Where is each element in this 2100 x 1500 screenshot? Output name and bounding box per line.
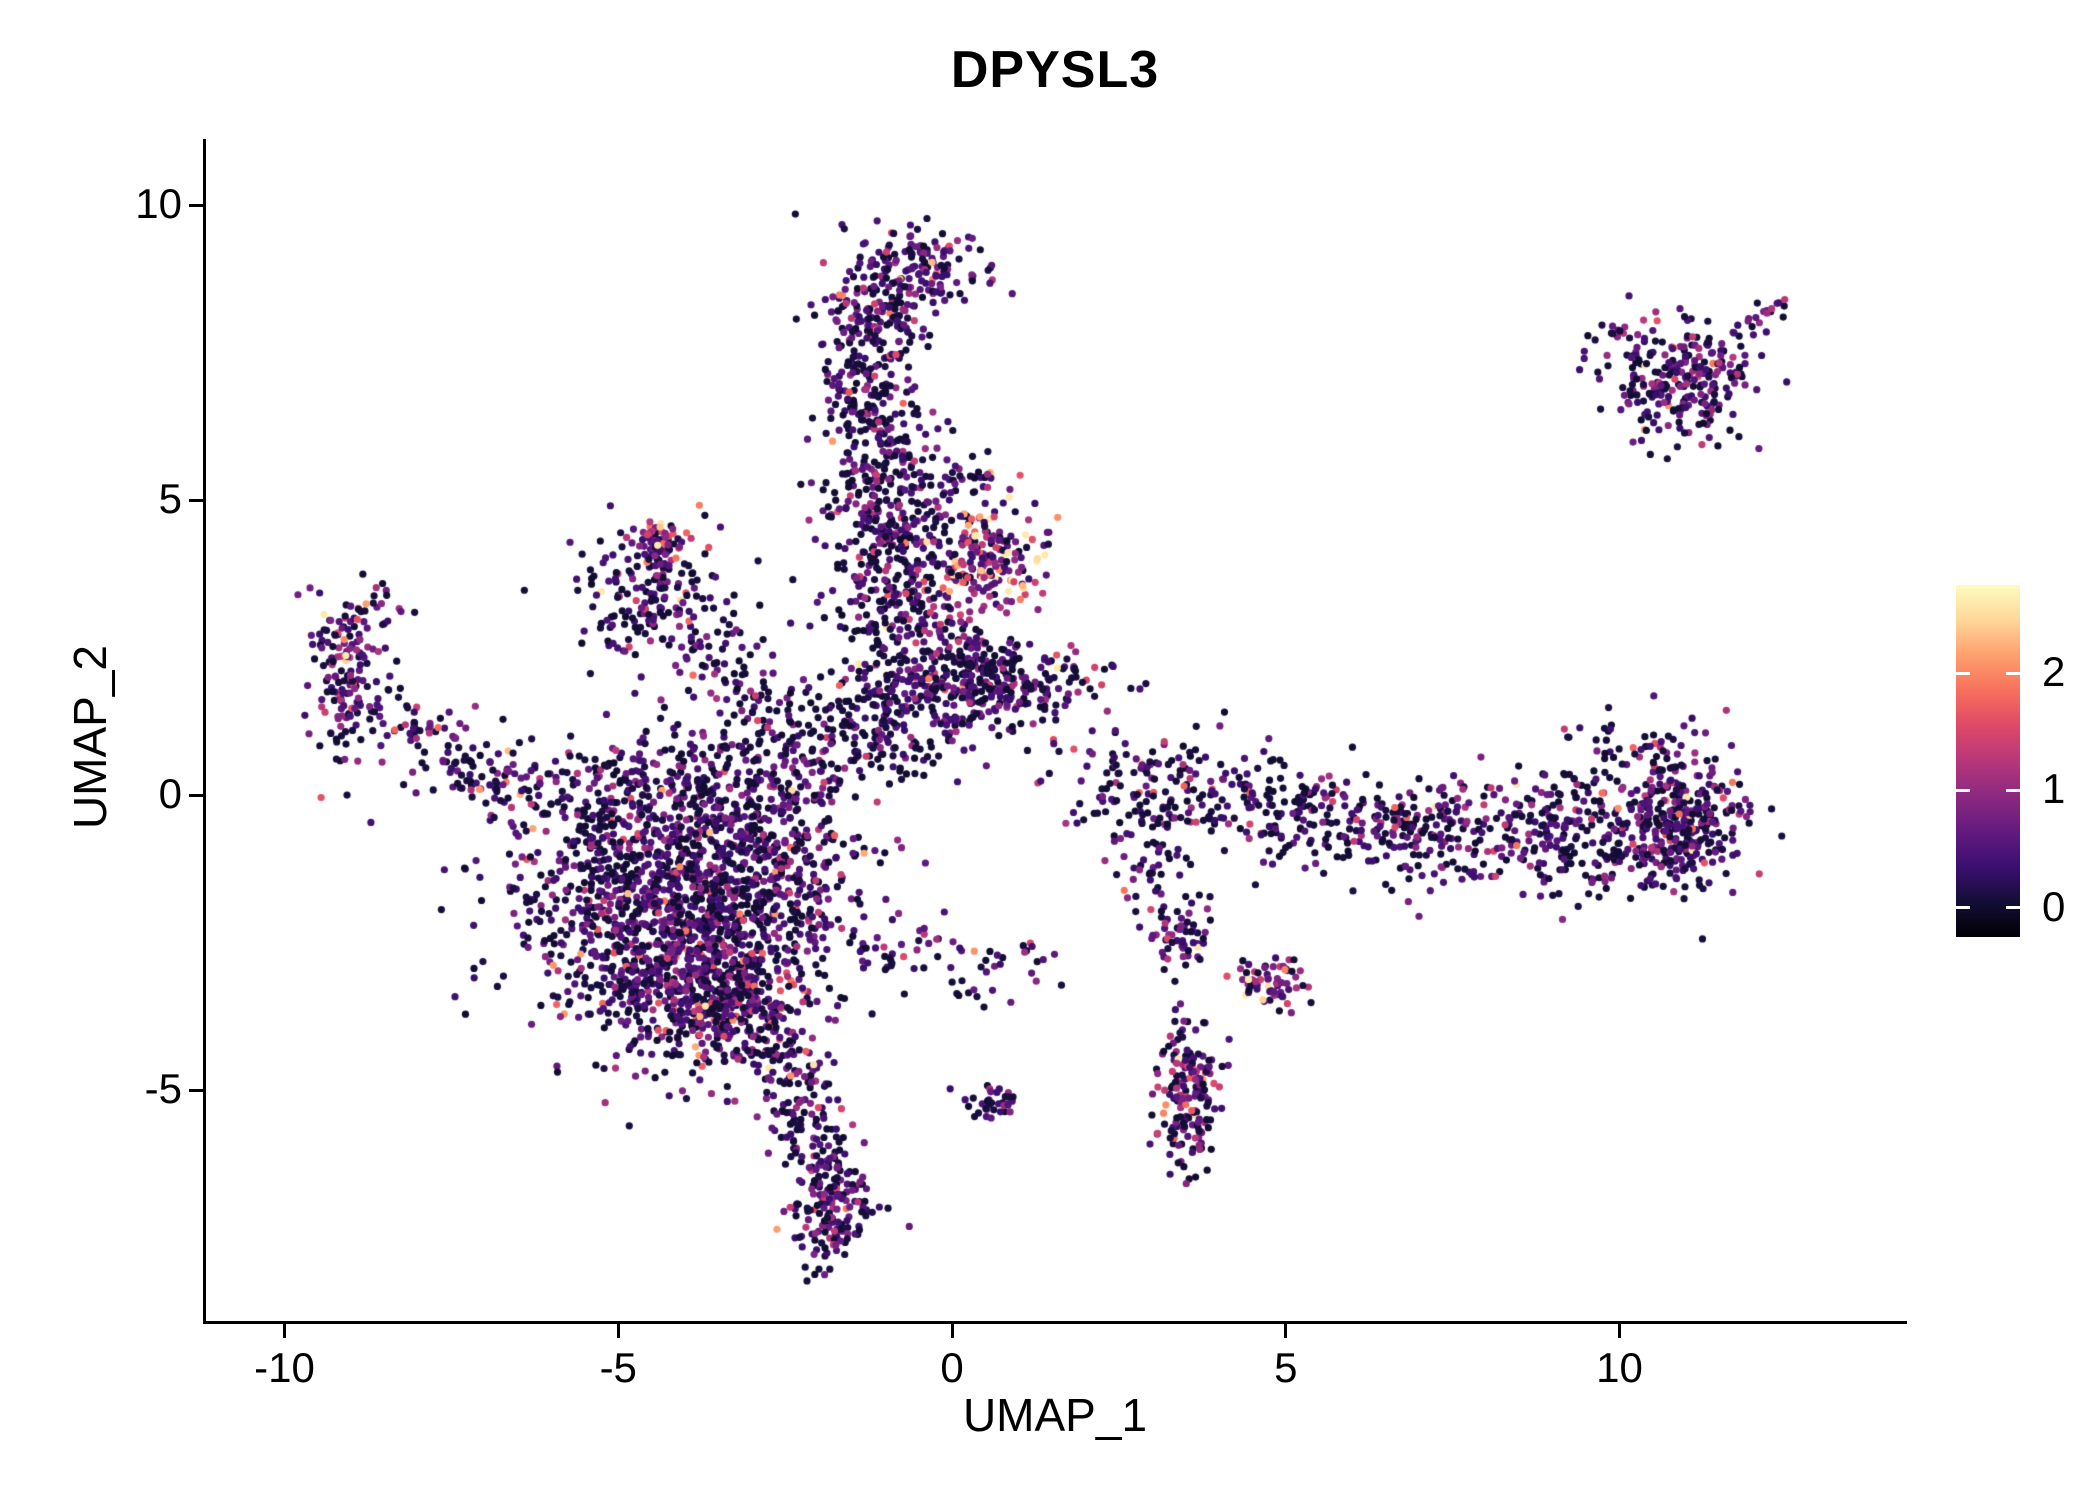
y-tick	[189, 203, 203, 207]
colorbar-tick-mark	[1956, 788, 1970, 792]
colorbar-tick-label: 1	[2042, 765, 2066, 813]
chart-title: DPYSL3	[950, 41, 1160, 99]
x-tick	[1284, 1324, 1288, 1338]
colorbar-tick-mark	[2006, 906, 2020, 910]
x-tick-label: 5	[1274, 1344, 1298, 1391]
x-tick-label: -10	[254, 1344, 315, 1391]
x-tick	[950, 1324, 954, 1338]
colorbar-tick-mark	[1956, 671, 1970, 675]
y-tick-label: -5	[144, 1065, 182, 1112]
colorbar-tick-label: 0	[2042, 882, 2066, 930]
colorbar-tick-mark	[1956, 906, 1970, 910]
x-tick	[283, 1324, 286, 1338]
x-tick	[616, 1324, 620, 1338]
y-tick-label: 0	[158, 770, 182, 817]
x-axis-line	[203, 1321, 1907, 1324]
x-tick-label: 10	[1596, 1344, 1643, 1391]
y-tick-label: 10	[135, 180, 182, 227]
x-axis-label: UMAP_1	[962, 1389, 1148, 1441]
x-tick-label: 0	[940, 1344, 964, 1391]
x-tick-label: -5	[599, 1344, 637, 1391]
y-tick	[189, 1088, 203, 1092]
y-tick	[189, 793, 203, 797]
y-tick	[189, 498, 203, 502]
colorbar-tick-label: 2	[2042, 648, 2066, 695]
y-axis-label: UMAP_2	[64, 644, 116, 830]
colorbar-tick-mark	[2006, 671, 2020, 675]
y-axis-line	[203, 139, 206, 1324]
colorbar-tick-mark	[2006, 788, 2020, 792]
y-tick-label: 5	[158, 475, 182, 522]
x-tick	[1618, 1324, 1621, 1338]
colorbar	[1956, 585, 2020, 937]
